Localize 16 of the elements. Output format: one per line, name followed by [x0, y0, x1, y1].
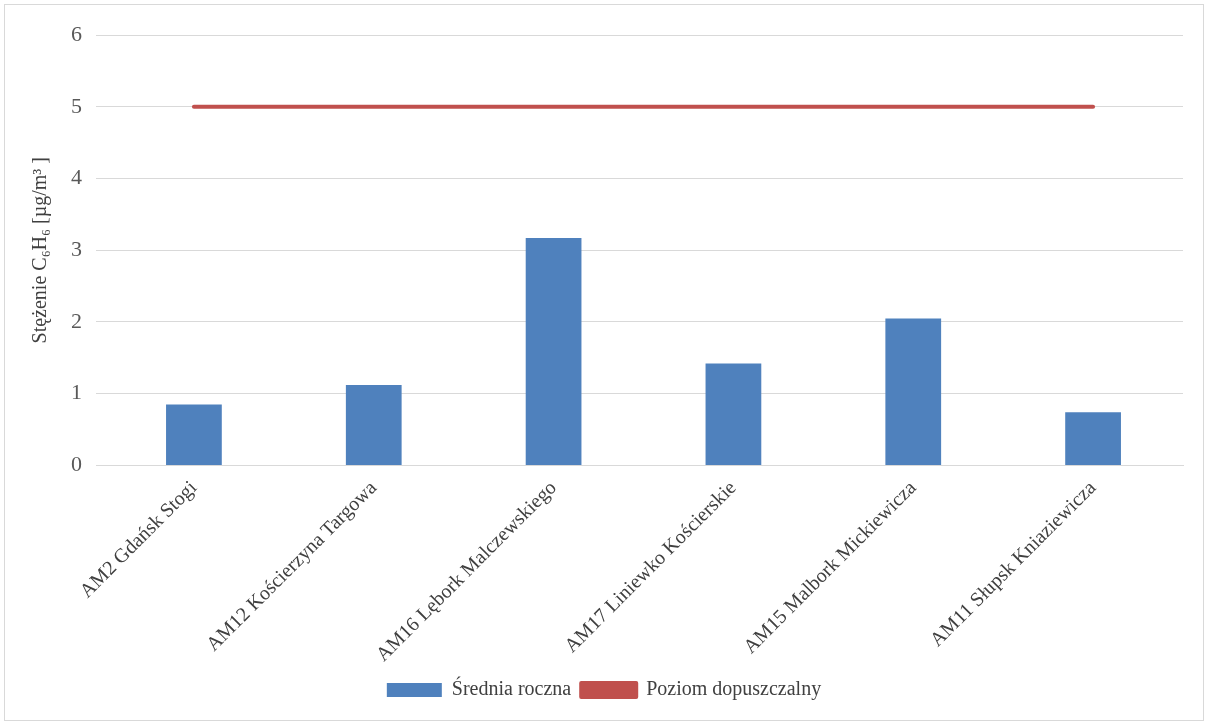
- legend-label: Średnia roczna: [451, 676, 572, 700]
- y-tick-label: 3: [71, 236, 82, 261]
- bar: [705, 363, 762, 465]
- bar: [345, 385, 402, 465]
- y-tick-label: 0: [71, 451, 82, 477]
- bar: [885, 318, 942, 465]
- y-tick-label: 4: [71, 164, 82, 190]
- bar: [1065, 412, 1121, 465]
- y-tick-label: 6: [71, 20, 82, 46]
- bar: [166, 404, 222, 465]
- y-tick-label: 1: [71, 379, 82, 405]
- legend-label: Poziom dopuszczalny: [646, 677, 822, 701]
- bar: [525, 238, 582, 465]
- y-tick-label: 2: [71, 307, 82, 333]
- y-tick-label: 5: [71, 92, 82, 118]
- y-axis-title: Stężenie C₆H₆ [µg/m³ ]: [28, 157, 52, 344]
